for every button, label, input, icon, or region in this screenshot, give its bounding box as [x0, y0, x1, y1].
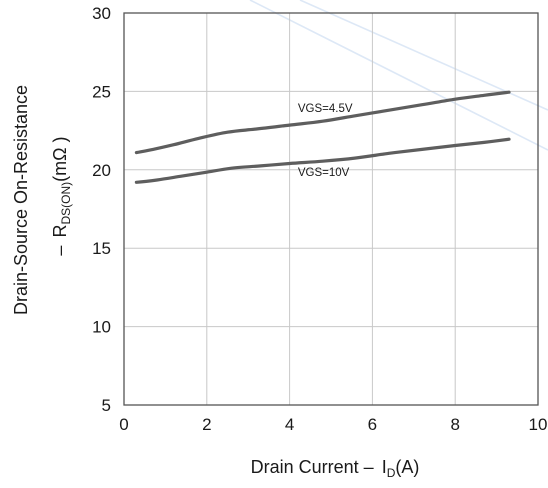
tick-labels: 0 2 4 6 8 10 5 10 15 20 25 30: [92, 4, 547, 434]
series-label-vgs-10v: VGS=10V: [298, 167, 350, 179]
y-tick-label: 10: [92, 318, 111, 337]
y-tick-label: 30: [92, 4, 111, 23]
y-axis-title-subscript: DS(ON): [59, 182, 73, 225]
y-tick-label: 20: [92, 161, 111, 180]
x-tick-label: 0: [119, 415, 128, 434]
series-line-1: [134, 137, 511, 184]
x-tick-label: 8: [450, 415, 459, 434]
series-label-vgs-4.5v: VGS=4.5V: [298, 103, 353, 115]
x-tick-label: 4: [285, 415, 294, 434]
x-axis-title-subscript: D: [387, 466, 396, 480]
y-tick-label: 25: [92, 82, 111, 101]
x-tick-label: 2: [202, 415, 211, 434]
y-axis-title-symbol: R: [50, 225, 70, 238]
y-axis-title-line1: Drain-Source On-Resistance: [11, 85, 31, 315]
y-axis-title-dash: –: [50, 246, 70, 256]
plot-series: [134, 90, 511, 184]
x-axis-title-unit: (A): [395, 457, 419, 477]
x-axis-title-symbol: I: [382, 457, 387, 477]
series-line-0: [134, 90, 511, 155]
x-tick-label: 10: [529, 415, 548, 434]
x-axis-title-prefix: Drain Current: [251, 457, 364, 477]
watermark: [249, 0, 548, 151]
x-tick-label: 6: [368, 415, 377, 434]
y-tick-label: 15: [92, 239, 111, 258]
y-tick-label: 5: [102, 396, 111, 415]
plot-frame: [123, 12, 539, 406]
gridlines: [124, 13, 538, 405]
x-axis-title: Drain Current – ID(A): [251, 457, 420, 480]
y-axis-title-unit: (mΩ ): [50, 136, 70, 181]
y-axis-title-line2: – RDS(ON)(mΩ ): [50, 136, 73, 255]
x-axis-title-dash: –: [364, 457, 374, 477]
